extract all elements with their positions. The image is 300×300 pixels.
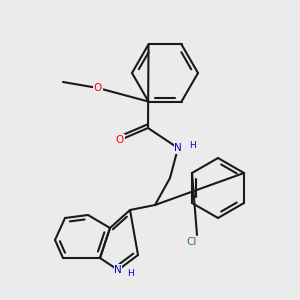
- Text: Cl: Cl: [187, 237, 197, 247]
- Text: H: H: [127, 268, 134, 278]
- Text: H: H: [189, 142, 195, 151]
- Text: O: O: [94, 83, 102, 93]
- Text: N: N: [174, 143, 182, 153]
- Text: O: O: [116, 135, 124, 145]
- Text: N: N: [114, 265, 122, 275]
